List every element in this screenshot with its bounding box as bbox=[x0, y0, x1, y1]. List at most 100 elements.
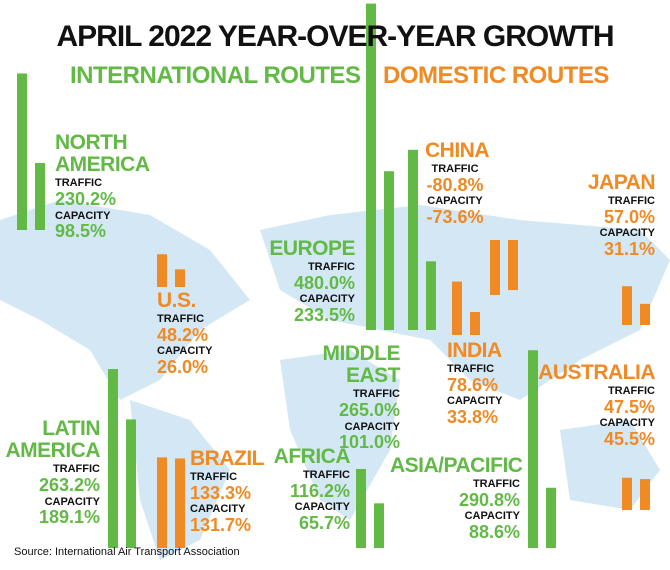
traffic-value: 290.8% bbox=[458, 489, 520, 510]
capacity-label: CAPACITY bbox=[157, 345, 213, 358]
source: Source: International Air Transport Asso… bbox=[14, 546, 240, 558]
traffic-bar bbox=[17, 73, 27, 231]
capacity-value: 88.6% bbox=[468, 522, 520, 543]
capacity-label: CAPACITY bbox=[599, 417, 655, 430]
region-block: JAPAN TRAFFIC 57.0% CAPACITY 31.1% bbox=[565, 171, 656, 260]
traffic-value: 133.3% bbox=[190, 482, 252, 503]
capacity-bar bbox=[384, 171, 394, 330]
region-name: JAPAN bbox=[587, 171, 656, 194]
capacity-value: -73.6% bbox=[426, 207, 484, 228]
traffic-value: 47.5% bbox=[603, 396, 655, 417]
capacity-label: CAPACITY bbox=[44, 495, 100, 508]
region-name: AFRICA bbox=[273, 445, 351, 468]
traffic-label: TRAFFIC bbox=[472, 478, 520, 491]
region-block: MIDDLE EAST TRAFFIC 265.0% CAPACITY 101.0% bbox=[270, 342, 401, 453]
capacity-bar bbox=[175, 458, 185, 548]
traffic-bar bbox=[356, 468, 366, 548]
traffic-bar bbox=[108, 369, 118, 548]
region-block: ASIA/PACIFIC TRAFFIC 290.8% CAPACITY 88.6% bbox=[390, 454, 523, 543]
capacity-value: 33.8% bbox=[447, 407, 499, 428]
region-name: MIDDLE EAST bbox=[322, 342, 401, 388]
traffic-bar bbox=[157, 457, 167, 548]
capacity-label: CAPACITY bbox=[599, 227, 655, 240]
capacity-value: 189.1% bbox=[38, 507, 100, 528]
traffic-bar bbox=[622, 477, 632, 510]
capacity-bar bbox=[175, 269, 185, 287]
traffic-bar bbox=[490, 240, 500, 295]
traffic-label: TRAFFIC bbox=[607, 195, 655, 208]
traffic-label: TRAFFIC bbox=[55, 177, 103, 190]
traffic-label: TRAFFIC bbox=[190, 471, 238, 484]
traffic-value: -80.8% bbox=[426, 174, 484, 195]
region-block: NORTH AMERICA TRAFFIC 230.2% CAPACITY 98.5% bbox=[55, 131, 155, 242]
traffic-label: TRAFFIC bbox=[607, 385, 655, 398]
region-block: LATIN AMERICA TRAFFIC 263.2% CAPACITY 189.1% bbox=[5, 417, 101, 528]
traffic-value: 263.2% bbox=[38, 474, 100, 495]
region-block: AFRICA TRAFFIC 116.2% CAPACITY 65.7% bbox=[260, 445, 351, 534]
capacity-bar bbox=[470, 312, 480, 335]
capacity-label: CAPACITY bbox=[190, 503, 246, 516]
capacity-bar bbox=[546, 487, 556, 548]
capacity-label: CAPACITY bbox=[299, 293, 355, 306]
traffic-value: 230.2% bbox=[55, 188, 117, 209]
capacity-bar bbox=[640, 303, 650, 325]
traffic-label: TRAFFIC bbox=[52, 463, 100, 476]
traffic-label: TRAFFIC bbox=[447, 363, 495, 376]
capacity-value: 98.5% bbox=[55, 221, 107, 242]
capacity-bar bbox=[35, 163, 45, 230]
region-name: INDIA bbox=[447, 339, 502, 362]
traffic-label: TRAFFIC bbox=[352, 388, 400, 401]
region-block: BRAZIL TRAFFIC 133.3% CAPACITY 131.7% bbox=[190, 447, 280, 536]
capacity-value: 101.0% bbox=[338, 432, 400, 453]
traffic-value: 78.6% bbox=[447, 374, 499, 395]
region-name: AUSTRALIA bbox=[538, 361, 655, 384]
region-name: BRAZIL bbox=[190, 447, 265, 470]
subtitle-domestic: DOMESTIC ROUTES bbox=[383, 62, 609, 89]
traffic-bar bbox=[452, 281, 462, 335]
traffic-bar bbox=[408, 149, 418, 330]
title: APRIL 2022 YEAR-OVER-YEAR GROWTH bbox=[56, 20, 615, 53]
capacity-bar bbox=[508, 240, 518, 291]
region-name: EUROPE bbox=[269, 237, 355, 260]
region-name: NORTH AMERICA bbox=[55, 131, 150, 177]
capacity-label: CAPACITY bbox=[427, 195, 483, 208]
capacity-bar bbox=[374, 503, 384, 548]
traffic-value: 265.0% bbox=[338, 399, 400, 420]
capacity-label: CAPACITY bbox=[55, 209, 111, 222]
traffic-value: 57.0% bbox=[603, 206, 655, 227]
capacity-value: 131.7% bbox=[190, 515, 252, 536]
region-block: INDIA TRAFFIC 78.6% CAPACITY 33.8% bbox=[447, 339, 527, 428]
traffic-value: 48.2% bbox=[157, 324, 209, 345]
capacity-value: 65.7% bbox=[298, 513, 350, 534]
traffic-bar bbox=[528, 350, 538, 548]
capacity-value: 31.1% bbox=[603, 239, 655, 260]
region-block: CHINA TRAFFIC -80.8% CAPACITY -73.6% bbox=[425, 139, 490, 228]
region-block: AUSTRALIA TRAFFIC 47.5% CAPACITY 45.5% bbox=[535, 361, 655, 449]
traffic-label: TRAFFIC bbox=[431, 163, 479, 176]
region-name: U.S. bbox=[157, 289, 196, 312]
capacity-value: 26.0% bbox=[157, 357, 209, 378]
region-name: LATIN AMERICA bbox=[5, 417, 101, 463]
traffic-bar bbox=[366, 3, 376, 330]
traffic-label: TRAFFIC bbox=[157, 313, 205, 326]
capacity-label: CAPACITY bbox=[344, 420, 400, 433]
traffic-label: TRAFFIC bbox=[307, 261, 355, 274]
traffic-value: 480.0% bbox=[293, 272, 355, 293]
traffic-label: TRAFFIC bbox=[302, 469, 350, 482]
subtitle-international: INTERNATIONAL ROUTES bbox=[70, 62, 361, 89]
capacity-label: CAPACITY bbox=[294, 501, 350, 514]
traffic-value: 116.2% bbox=[289, 480, 350, 501]
capacity-bar bbox=[126, 419, 136, 548]
traffic-bar bbox=[157, 254, 167, 287]
region-name: ASIA/PACIFIC bbox=[390, 454, 523, 477]
capacity-value: 233.5% bbox=[293, 305, 355, 326]
region-block: U.S. TRAFFIC 48.2% CAPACITY 26.0% bbox=[157, 289, 237, 378]
capacity-bar bbox=[640, 479, 650, 510]
capacity-label: CAPACITY bbox=[464, 510, 520, 523]
region-block: EUROPE TRAFFIC 480.0% CAPACITY 233.5% bbox=[255, 237, 355, 326]
region-name: CHINA bbox=[425, 139, 490, 162]
capacity-label: CAPACITY bbox=[447, 395, 503, 408]
capacity-bar bbox=[426, 261, 436, 330]
